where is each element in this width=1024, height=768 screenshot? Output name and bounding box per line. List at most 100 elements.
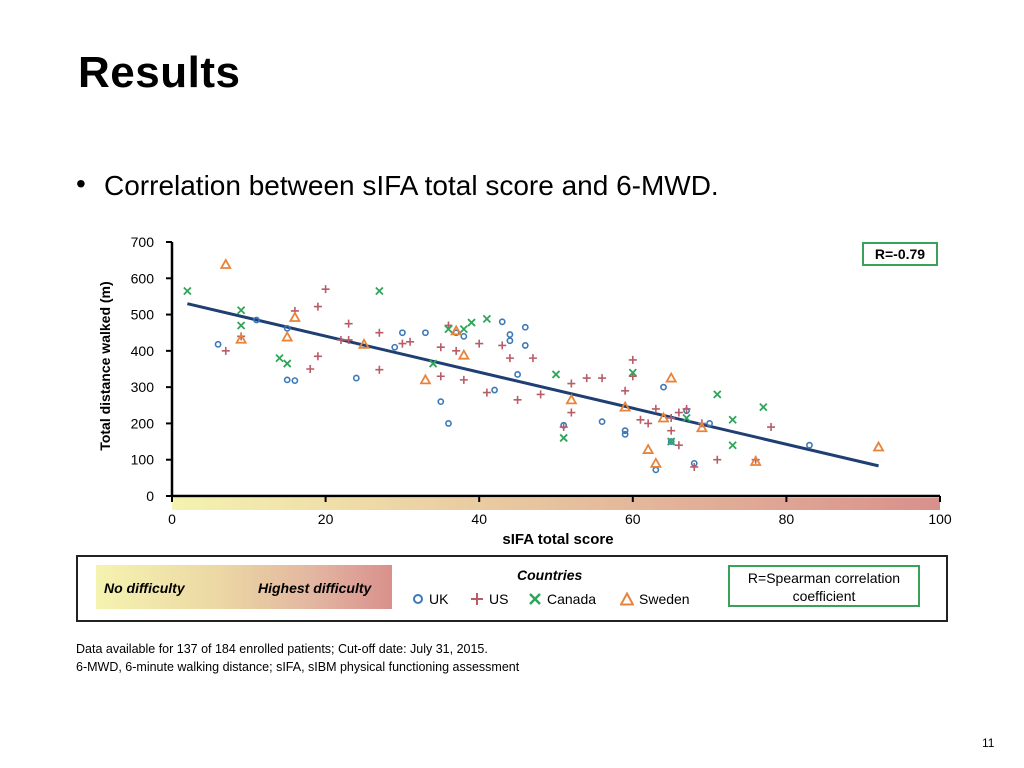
data-point-canada	[759, 402, 768, 412]
x-tick-label: 80	[779, 511, 795, 527]
data-point-uk	[667, 438, 675, 445]
data-point-sweden	[642, 443, 655, 454]
data-point-canada	[559, 433, 568, 443]
y-tick-label: 400	[131, 343, 155, 359]
data-point-us	[406, 337, 415, 346]
data-point-uk	[706, 420, 713, 427]
data-point-us	[344, 319, 353, 328]
data-point-uk	[214, 340, 222, 348]
data-point-canada	[275, 353, 284, 363]
data-point-us	[636, 415, 645, 424]
data-point-us	[306, 365, 315, 373]
data-point-uk	[498, 318, 506, 326]
data-point-uk	[283, 376, 291, 384]
data-point-sweden	[749, 455, 762, 466]
bullet-point-icon: •	[76, 168, 86, 199]
data-point-sweden	[649, 457, 662, 468]
legend-item-sweden: Sweden	[620, 591, 690, 607]
data-point-sweden	[219, 258, 232, 269]
data-point-uk	[391, 343, 399, 351]
data-point-canada	[236, 306, 246, 315]
data-point-uk	[352, 374, 360, 382]
data-point-uk	[291, 377, 299, 385]
data-point-us	[221, 346, 230, 355]
data-point-sweden	[235, 332, 248, 344]
data-point-canada	[283, 359, 292, 368]
data-point-sweden	[872, 440, 885, 452]
data-point-sweden	[281, 330, 294, 342]
difficulty-low-label: No difficulty	[104, 580, 185, 596]
data-point-canada	[728, 415, 737, 424]
data-point-uk	[521, 342, 529, 349]
data-point-uk	[660, 383, 667, 391]
data-point-us	[667, 426, 676, 435]
triangle-marker-icon	[620, 592, 634, 606]
plus-marker-icon	[471, 593, 483, 605]
x-marker-icon	[529, 593, 541, 605]
data-point-sweden	[665, 371, 678, 383]
data-point-sweden	[357, 337, 371, 349]
footnote-line-1: Data available for 137 of 184 enrolled p…	[76, 642, 488, 656]
data-point-sweden	[619, 400, 632, 412]
legend-label-us: US	[489, 591, 509, 607]
data-point-uk	[398, 329, 406, 337]
data-point-canada	[628, 368, 637, 377]
data-point-us	[482, 388, 491, 397]
legend-item-uk: UK	[412, 591, 448, 607]
data-point-us	[651, 404, 660, 413]
data-point-us	[336, 335, 345, 344]
data-point-uk	[460, 332, 468, 340]
data-point-us	[398, 339, 407, 348]
difficulty-gradient-bar	[96, 565, 392, 609]
data-point-canada	[667, 437, 676, 446]
trend-line	[187, 302, 879, 468]
data-point-sweden	[657, 411, 670, 423]
data-point-us	[621, 386, 630, 395]
data-point-canada	[728, 441, 737, 450]
data-point-uk	[621, 430, 629, 438]
x-tick-label: 0	[168, 511, 176, 527]
data-point-uk	[422, 329, 429, 337]
legend-item-canada: Canada	[528, 591, 596, 607]
data-point-us	[690, 462, 699, 471]
data-point-uk	[806, 441, 813, 449]
data-point-uk	[445, 420, 452, 427]
data-point-canada	[551, 370, 561, 379]
footnote-line-2: 6-MWD, 6-minute walking distance; sIFA, …	[76, 660, 520, 674]
data-point-sweden	[457, 348, 470, 360]
data-point-canada	[428, 359, 438, 368]
data-point-canada	[183, 286, 192, 296]
data-point-us	[321, 285, 330, 294]
y-tick-label: 600	[131, 270, 155, 286]
data-point-canada	[459, 324, 468, 334]
page-number: 11	[982, 736, 995, 750]
data-point-us	[713, 455, 722, 464]
data-point-us	[644, 419, 653, 428]
data-point-us	[452, 346, 461, 355]
y-tick-label: 100	[131, 452, 155, 468]
bullet-text: Correlation between sIFA total score and…	[104, 170, 719, 201]
circle-marker-icon	[413, 594, 423, 604]
data-point-canada	[482, 314, 492, 324]
data-point-uk	[514, 371, 521, 378]
x-axis-difficulty-gradient	[172, 498, 940, 510]
data-point-uk	[621, 427, 629, 435]
legend-label-sweden: Sweden	[639, 591, 690, 607]
data-point-us	[313, 302, 322, 311]
data-point-canada	[375, 286, 384, 296]
data-point-us	[598, 374, 607, 383]
y-tick-label: 300	[131, 379, 155, 395]
data-point-sweden	[288, 311, 301, 322]
data-point-us	[582, 374, 591, 383]
y-axis-label: Total distance walked (m)	[97, 281, 113, 450]
data-point-uk	[521, 323, 529, 331]
x-tick-label: 20	[318, 511, 334, 527]
data-point-us	[536, 390, 545, 399]
data-point-canada	[682, 413, 691, 423]
data-point-us	[567, 408, 576, 417]
data-point-us	[674, 441, 683, 450]
data-point-us	[667, 413, 676, 422]
data-point-sweden	[565, 393, 578, 405]
data-point-us	[375, 365, 384, 374]
x-tick-label: 100	[928, 511, 952, 527]
